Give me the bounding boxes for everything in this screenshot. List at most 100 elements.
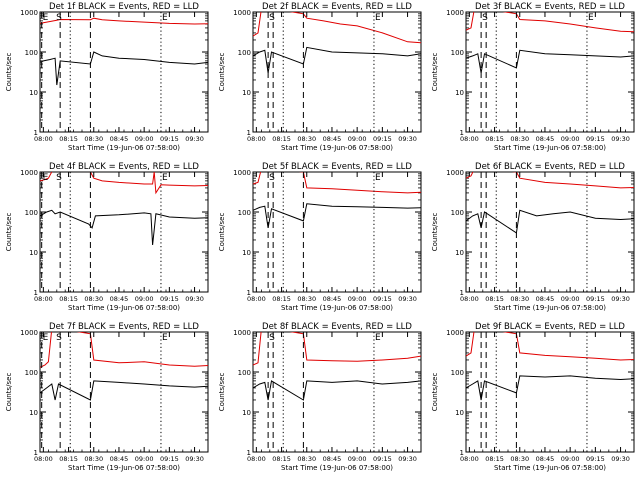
y-tick-label: 1000 xyxy=(446,9,464,17)
x-tick-label: 08:15 xyxy=(485,295,504,303)
x-axis-label: Start Time (19-Jun-06 07:58:00) xyxy=(494,304,606,312)
plot-frame xyxy=(39,331,209,453)
x-axis-label: Start Time (19-Jun-06 07:58:00) xyxy=(281,304,393,312)
series-line-events xyxy=(466,375,634,401)
y-tick-label: 10 xyxy=(242,409,251,417)
x-tick-label: 09:00 xyxy=(348,135,367,143)
x-tick-label: 08:15 xyxy=(59,455,78,463)
plot-frame xyxy=(39,171,209,293)
marker-label: S xyxy=(56,173,62,183)
y-tick-label: 1000 xyxy=(20,329,38,337)
x-tick-label: 09:15 xyxy=(160,135,179,143)
y-axis-label: Counts/sec xyxy=(218,53,226,92)
y-tick-label: 10 xyxy=(242,249,251,257)
x-tick-label: 08:30 xyxy=(510,135,529,143)
plot-frame xyxy=(465,171,635,293)
series-line-lld xyxy=(40,332,208,368)
plot-frame xyxy=(252,331,422,453)
y-tick-label: 100 xyxy=(25,49,38,57)
plot-frame xyxy=(252,11,422,133)
y-tick-label: 1000 xyxy=(233,9,251,17)
marker-label: E xyxy=(588,13,594,23)
chart-title: Det 9f BLACK = Events, RED = LLD xyxy=(475,322,625,332)
marker-label: E xyxy=(375,173,381,183)
plot-frame xyxy=(252,171,422,293)
y-tick-label: 1 xyxy=(460,449,464,457)
x-tick-label: 08:00 xyxy=(34,135,53,143)
x-tick-label: 09:15 xyxy=(586,135,605,143)
x-axis-label: Start Time (19-Jun-06 07:58:00) xyxy=(494,144,606,152)
x-tick-label: 08:45 xyxy=(110,295,129,303)
y-tick-label: 1000 xyxy=(20,169,38,177)
series-line-events xyxy=(466,209,634,234)
y-tick-label: 10 xyxy=(29,249,38,257)
y-tick-label: 10 xyxy=(455,249,464,257)
x-tick-label: 09:15 xyxy=(373,295,392,303)
series-line-lld xyxy=(253,12,421,44)
series-line-lld xyxy=(466,12,634,33)
x-tick-label: 08:45 xyxy=(110,135,129,143)
x-tick-label: 09:30 xyxy=(611,455,630,463)
x-tick-label: 09:30 xyxy=(185,455,204,463)
marker-label: S xyxy=(269,333,275,343)
y-tick-label: 100 xyxy=(238,369,251,377)
x-tick-label: 08:15 xyxy=(485,455,504,463)
y-tick-label: 100 xyxy=(25,369,38,377)
x-axis-label: Start Time (19-Jun-06 07:58:00) xyxy=(281,144,393,152)
y-tick-label: 100 xyxy=(238,49,251,57)
x-tick-label: 08:45 xyxy=(110,455,129,463)
x-tick-label: 09:30 xyxy=(398,295,417,303)
x-tick-label: 08:30 xyxy=(297,135,316,143)
y-tick-label: 100 xyxy=(451,369,464,377)
detector-panel-2: Det 2f BLACK = Events, RED = LLD 1 10 100 10… xyxy=(218,2,422,152)
x-tick-label: 09:15 xyxy=(373,135,392,143)
x-tick-label: 08:45 xyxy=(323,295,342,303)
x-tick-label: 08:30 xyxy=(84,135,103,143)
x-tick-label: 09:30 xyxy=(185,135,204,143)
x-tick-label: 09:00 xyxy=(348,455,367,463)
y-tick-label: 1 xyxy=(34,129,38,137)
marker-label: S xyxy=(56,333,62,343)
x-tick-label: 08:30 xyxy=(510,295,529,303)
x-tick-label: 08:45 xyxy=(323,455,342,463)
x-tick-label: 08:30 xyxy=(510,455,529,463)
x-tick-label: 09:30 xyxy=(611,295,630,303)
series-line-events xyxy=(40,209,208,246)
y-tick-label: 10 xyxy=(242,89,251,97)
x-tick-label: 08:30 xyxy=(297,295,316,303)
x-tick-label: 08:00 xyxy=(460,135,479,143)
x-axis-label: Start Time (19-Jun-06 07:58:00) xyxy=(68,144,180,152)
y-tick-label: 1000 xyxy=(233,169,251,177)
series-line-events xyxy=(253,203,421,228)
x-tick-label: 09:00 xyxy=(135,455,154,463)
series-line-lld xyxy=(40,17,208,25)
y-tick-label: 1 xyxy=(460,289,464,297)
x-axis-label: Start Time (19-Jun-06 07:58:00) xyxy=(494,464,606,472)
x-tick-label: 09:15 xyxy=(373,455,392,463)
x-axis-label: Start Time (19-Jun-06 07:58:00) xyxy=(281,464,393,472)
x-tick-label: 09:15 xyxy=(160,455,179,463)
y-axis-label: Counts/sec xyxy=(5,213,13,252)
series-line-lld xyxy=(466,332,634,361)
y-tick-label: 100 xyxy=(238,209,251,217)
series-line-events xyxy=(253,46,421,73)
x-axis-label: Start Time (19-Jun-06 07:58:00) xyxy=(68,304,180,312)
x-tick-label: 09:30 xyxy=(185,295,204,303)
x-tick-label: 09:00 xyxy=(561,295,580,303)
x-tick-label: 09:30 xyxy=(398,455,417,463)
y-tick-label: 1000 xyxy=(20,9,38,17)
y-axis-label: Counts/sec xyxy=(5,373,13,412)
marker-label: E xyxy=(43,173,49,183)
x-tick-label: 08:00 xyxy=(247,295,266,303)
marker-label: E xyxy=(162,13,168,23)
marker-label: S xyxy=(269,13,275,23)
x-tick-label: 08:15 xyxy=(59,135,78,143)
plot-frame xyxy=(39,11,209,133)
detector-panel-5: Det 5f BLACK = Events, RED = LLD 1 10 100 10… xyxy=(218,162,422,312)
x-tick-label: 08:15 xyxy=(59,295,78,303)
x-tick-label: 08:30 xyxy=(84,295,103,303)
x-tick-label: 08:30 xyxy=(297,455,316,463)
x-tick-label: 09:30 xyxy=(398,135,417,143)
x-tick-label: 08:15 xyxy=(272,455,291,463)
y-axis-label: Counts/sec xyxy=(218,213,226,252)
